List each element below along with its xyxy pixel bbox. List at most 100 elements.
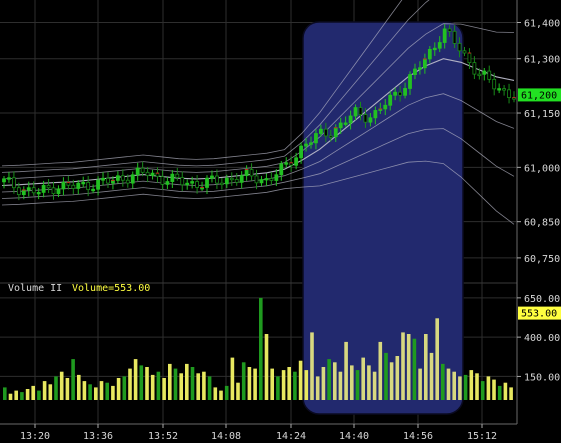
price-candle [358,101,363,121]
price-candle [368,113,373,127]
price-candle [26,181,31,197]
volume-bar [185,363,189,400]
price-candle [502,85,506,96]
volume-bar [372,371,377,400]
volume-bar [424,334,428,400]
price-candle [487,65,492,83]
price-candle [437,36,442,53]
volume-bar [503,382,508,400]
volume-bar [168,363,172,400]
volume-bar [150,374,155,400]
price-candle [71,179,76,195]
price-candle [363,108,368,128]
price-candle [294,152,299,170]
volume-bar [333,362,337,400]
volume-bar [99,381,104,400]
price-candle [467,48,472,69]
price-candle [284,157,289,168]
volume-bar [241,362,246,400]
volume-bar [298,360,303,400]
volume-bar [111,385,115,400]
volume-bar [173,368,178,400]
price-candle [403,82,407,99]
volume-bar [190,367,195,400]
price-candle [314,129,318,150]
price-candle [66,175,71,190]
volume-bar [270,368,274,400]
volume-tick-label: 650.00 [524,294,560,305]
price-candle [51,181,56,200]
time-tick-label: 13:36 [83,431,113,442]
price-candle [215,169,219,189]
price-candle [239,171,244,189]
price-candle [477,68,482,80]
price-candle [145,167,150,183]
volume-bar [54,376,58,400]
volume-bar [389,362,394,400]
price-candle [274,169,279,187]
volume-bar [486,376,491,400]
price-candle [41,180,46,198]
price-candle [388,91,393,111]
volume-panel-title: Volume II [8,283,62,294]
price-candle [299,142,303,164]
volume-bar [179,373,183,400]
price-candle [2,176,6,189]
volume-bar [105,382,109,400]
price-candle [91,184,96,194]
volume-bar [236,382,240,400]
volume-bar [463,374,468,400]
price-candle [507,83,511,104]
price-candle [180,171,185,192]
price-candle [155,167,160,183]
price-candle [408,71,412,95]
volume-bar [128,368,132,400]
time-tick-label: 14:08 [211,431,241,442]
volume-bar [20,392,24,400]
price-candle [46,178,51,194]
price-candle [343,116,348,127]
price-candle [190,176,195,189]
volume-bar [8,393,13,400]
price-candle [462,46,467,57]
volume-bar [281,370,286,400]
volume-bar [287,367,291,400]
price-candle [279,160,284,181]
volume-bar [25,389,30,400]
volume-bar [3,387,7,400]
volume-bar [71,359,75,400]
price-candle [328,129,333,142]
price-candle [76,180,81,195]
volume-bar [384,352,388,400]
price-candle [259,175,264,186]
price-candle [224,174,229,189]
price-candle [120,169,125,187]
volume-bar [429,352,434,400]
price-candle [398,85,403,102]
volume-bar [59,371,64,400]
volume-bar [276,376,280,400]
volume-value-label: Volume=553.00 [72,283,150,294]
price-candle [16,182,21,201]
volume-bar [264,334,269,400]
price-candle [150,169,155,180]
volume-bar [42,381,47,400]
volume-bar [82,381,87,400]
volume-bar [441,363,445,400]
price-candle [165,176,170,189]
price-candle [393,87,398,101]
volume-bar [259,297,263,400]
price-candle [472,56,477,80]
price-candle [249,163,254,181]
band-line [1,0,403,167]
volume-bar [509,387,513,400]
volume-bar [321,367,326,400]
band-line [1,23,515,180]
volume-bar [412,338,417,400]
price-candle [31,181,36,196]
price-candle [111,176,115,190]
price-candle [125,174,130,188]
price-candle [289,156,294,172]
volume-bar [247,367,252,400]
price-candle [348,110,353,130]
